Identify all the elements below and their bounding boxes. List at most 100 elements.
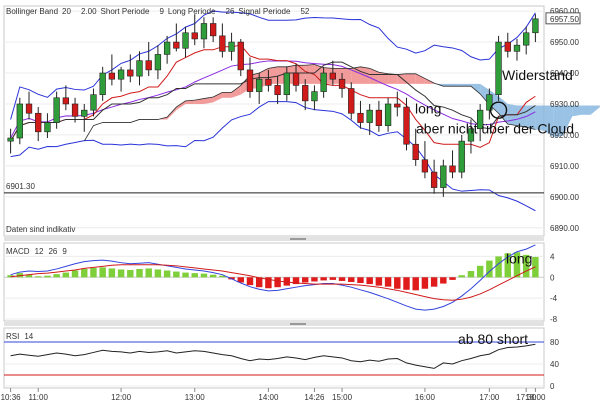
- candle-body: [44, 122, 51, 133]
- macd-histogram-bar: [237, 277, 244, 283]
- macd-histogram-bar: [486, 260, 493, 278]
- candle-body: [154, 54, 162, 71]
- macd-histogram-bar: [440, 277, 447, 284]
- macd-tick-label: -4: [550, 294, 558, 303]
- macd-histogram-bar: [246, 277, 254, 286]
- candle-body: [394, 103, 401, 108]
- candle-body: [348, 88, 355, 114]
- cloud-segment: [590, 105, 600, 115]
- signal-circle: [489, 101, 508, 119]
- splitter-1[interactable]: [4, 237, 544, 241]
- price-legend-item: 26: [226, 7, 235, 16]
- candlesticks: [7, 14, 539, 197]
- candle-body: [99, 72, 106, 95]
- long-annotation: long: [415, 100, 441, 116]
- price-panel-frame: [3, 5, 545, 237]
- cloud-segment: [213, 92, 223, 103]
- macd-histogram-bar: [265, 277, 272, 289]
- macd-tick-label: 4: [550, 252, 555, 261]
- time-axis: 10:36 11:00 12:00 13:00 14:00 14:26 15:00 16:00…: [1, 388, 546, 402]
- candle-body: [421, 159, 429, 173]
- macd-histogram-bar: [154, 269, 162, 278]
- macd-histogram-bar: [320, 277, 327, 281]
- rsi-legend-item: 14: [24, 332, 33, 341]
- bollinger-lower-line: [10, 101, 536, 212]
- macd-tick-label: 0: [550, 273, 555, 282]
- time-tick-label: 15:00: [332, 393, 353, 402]
- macd-histogram-bar: [430, 277, 438, 287]
- rsi-line: [10, 343, 536, 369]
- macd-histogram-bar: [163, 270, 171, 278]
- candle-body: [320, 72, 327, 92]
- macd-histogram-bar: [255, 277, 263, 288]
- candle-body: [108, 72, 116, 80]
- cloud-segment: [443, 83, 453, 87]
- candle-body: [532, 18, 539, 34]
- cloud-segment: [203, 97, 214, 104]
- price-tick-label: 6940.00: [550, 69, 579, 78]
- rsi-grid: [4, 341, 544, 387]
- candle-body: [513, 44, 521, 52]
- macd-panel: 4 0 -4 -8 MACD 12 26 9 long: [3, 242, 558, 324]
- candle-body: [292, 72, 300, 86]
- candle-body: [366, 109, 373, 123]
- rsi-tick-label: 80: [550, 338, 559, 347]
- candle-body: [35, 112, 42, 133]
- candle-body: [504, 41, 511, 52]
- macd-signal-line: [10, 264, 536, 301]
- candle-body: [117, 69, 125, 80]
- cloud-segment: [581, 105, 591, 115]
- rsi-tick-label: 0: [550, 382, 555, 391]
- cloud-segment: [378, 72, 389, 84]
- macd-lines: [10, 244, 536, 311]
- candle-body: [477, 109, 484, 130]
- candle-body: [523, 32, 530, 46]
- cloud-segment: [461, 83, 471, 87]
- macd-legend-item: 26: [48, 247, 57, 256]
- macd-long-annotation: long: [506, 251, 532, 267]
- candle-body: [246, 69, 254, 92]
- time-tick-label: 13:00: [185, 393, 206, 402]
- candle-body: [403, 106, 410, 145]
- price-legend-item: Long Periode: [168, 7, 216, 16]
- rsi-axis: 80 40 0: [550, 338, 559, 391]
- macd-histogram-bar: [62, 272, 70, 278]
- cloud-segment: [231, 85, 241, 98]
- candle-body: [90, 94, 97, 111]
- time-tick-label: 14:00: [258, 393, 279, 402]
- bollinger-upper-line: [10, 10, 536, 120]
- macd-histogram-bar: [136, 268, 143, 278]
- time-tick-label: 12:00: [111, 393, 132, 402]
- macd-histogram-bar: [7, 275, 14, 278]
- macd-histogram-bar: [283, 277, 291, 286]
- macd-histogram-bar: [145, 268, 152, 278]
- macd-histogram-bar: [182, 272, 189, 278]
- price-legend-item: 20: [62, 7, 71, 16]
- macd-histogram-bar: [219, 275, 226, 278]
- price-tick-label: 6890.00: [550, 224, 579, 233]
- cloud-segment: [176, 100, 186, 111]
- cloud-segment: [388, 73, 398, 84]
- candle-body: [219, 35, 226, 52]
- price-legend: Bollinger Band 20 2.00 Short Periode 9 Long P…: [6, 7, 310, 16]
- rsi-legend-item: RSI: [6, 332, 19, 341]
- macd-histogram-bar: [366, 277, 373, 285]
- time-tick-label: 17:30: [516, 393, 537, 402]
- macd-histogram-bar: [274, 277, 281, 288]
- candle-body: [210, 23, 217, 37]
- candle-body: [302, 85, 309, 102]
- macd-histogram-bar: [25, 274, 33, 278]
- cloud-segment: [563, 105, 573, 136]
- candle-body: [412, 143, 419, 160]
- macd-histogram-bar: [467, 271, 475, 278]
- candle-body: [71, 103, 79, 117]
- cloud-segment: [369, 68, 379, 84]
- cloud-segment: [222, 92, 232, 98]
- splitter-2[interactable]: [4, 322, 544, 326]
- cloud-annotation: Widerstand: [502, 67, 573, 83]
- price-legend-item: Signal Periode: [238, 7, 291, 16]
- candle-body: [256, 78, 263, 92]
- cloud-segment: [544, 105, 554, 138]
- macd-legend-item: MACD: [6, 247, 30, 256]
